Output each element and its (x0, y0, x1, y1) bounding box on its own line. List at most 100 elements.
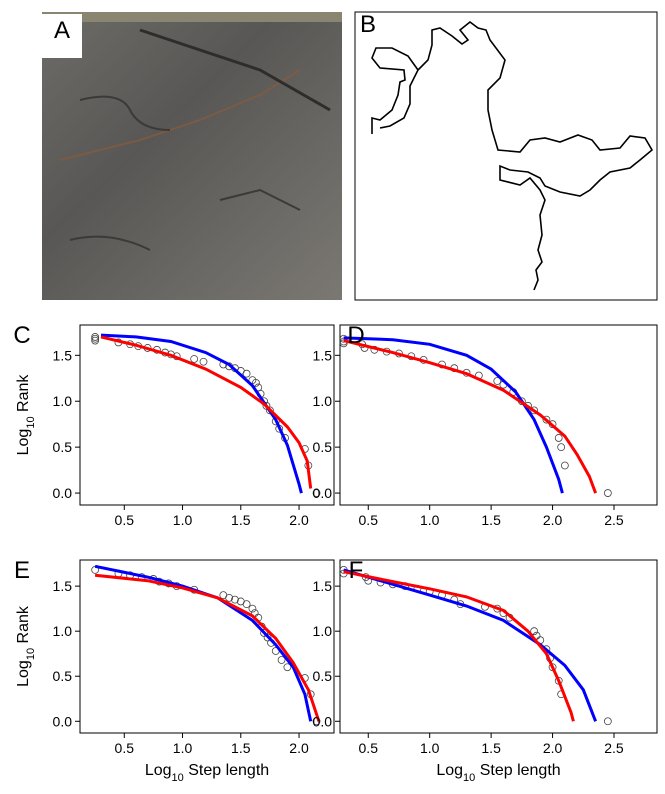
fit-line (94, 573, 321, 722)
x-tick-label: 2.0 (289, 740, 309, 756)
y-tick-label: 0.5 (313, 439, 333, 455)
y-tick-label: 1.0 (313, 623, 333, 639)
data-point (231, 595, 239, 604)
y-tick-label: 1.5 (313, 578, 333, 594)
axis-label-part: Log (436, 762, 463, 779)
data-point (91, 334, 100, 343)
data-point (554, 434, 563, 442)
axis-label-part: 10 (25, 648, 37, 660)
x-tick-label: 1.5 (481, 740, 501, 756)
data-point (312, 489, 321, 497)
panel-label: F (349, 557, 364, 584)
panel-label: C (13, 322, 30, 349)
axis-label-part: Step length (475, 762, 560, 779)
x-tick-label: 1.0 (173, 740, 193, 756)
axis-label-part: 10 (172, 772, 184, 784)
trail-marks (69, 95, 301, 251)
y-tick-label: 0.0 (53, 485, 73, 501)
data-point (493, 377, 502, 385)
fit-line (343, 336, 564, 494)
data-point (277, 656, 286, 664)
panel-label: E (14, 557, 30, 584)
fit-line (343, 570, 575, 722)
data-point (560, 461, 569, 470)
axis-label-part: Rank (15, 605, 32, 648)
axis-label-part: 10 (25, 416, 37, 428)
data-point (557, 443, 566, 452)
data-point (91, 336, 100, 345)
data-point (190, 355, 199, 363)
y-tick-label: 1.5 (53, 347, 73, 363)
axis-label-part: Step length (184, 762, 269, 779)
x-tick-label: 0.5 (115, 740, 135, 756)
data-point (242, 600, 251, 609)
y-tick-label: 0.5 (53, 439, 73, 455)
panel-label-box (42, 14, 82, 58)
axis-label: Log10 Rank (15, 605, 37, 687)
data-point (242, 369, 251, 378)
x-tick-label: 2.0 (289, 512, 309, 528)
fit-line (100, 335, 313, 489)
fit-line (100, 333, 303, 494)
x-tick-label: 2.0 (543, 512, 563, 528)
x-tick-label: 1.5 (481, 512, 501, 528)
axis-label-part: Log (145, 762, 172, 779)
data-point (199, 357, 208, 366)
panel-a: A (42, 12, 342, 300)
data-point (263, 633, 272, 642)
plot-frame (339, 559, 658, 734)
x-tick-label: 1.5 (231, 740, 251, 756)
crack (139, 28, 331, 112)
plot-frame (79, 324, 335, 506)
y-tick-label: 0.0 (53, 713, 73, 729)
fit-line (343, 339, 598, 494)
panel-label: A (54, 17, 70, 44)
data-point (91, 333, 100, 341)
x-tick-label: 2.5 (604, 512, 624, 528)
fit-line (94, 564, 313, 722)
data-point (530, 406, 539, 415)
x-tick-label: 1.5 (231, 512, 251, 528)
y-tick-label: 1.0 (313, 393, 333, 409)
panel-label: B (360, 11, 376, 38)
photo (42, 12, 342, 300)
data-point (530, 627, 539, 636)
x-tick-label: 0.5 (115, 512, 135, 528)
x-tick-label: 2.5 (604, 740, 624, 756)
data-point (266, 406, 274, 415)
data-point (225, 593, 234, 602)
data-point (252, 378, 260, 387)
plot-frame (339, 324, 658, 506)
x-tick-label: 2.0 (543, 740, 563, 756)
y-tick-label: 0.5 (53, 668, 73, 684)
data-point (603, 489, 612, 497)
trail-path (371, 20, 654, 291)
axis-label-part: Log (15, 660, 32, 687)
x-tick-label: 1.0 (420, 512, 440, 528)
data-point (248, 604, 257, 613)
panel-label: D (347, 322, 364, 349)
axis-label: Log10 Rank (15, 374, 37, 456)
crack (59, 69, 301, 161)
axis-label-part: Log (15, 429, 32, 456)
x-tick-label: 1.0 (173, 512, 193, 528)
axis-label-part: 10 (463, 772, 475, 784)
panel-b: B (354, 11, 658, 301)
plot-frame (79, 559, 335, 734)
x-tick-label: 0.5 (359, 740, 379, 756)
data-point (283, 663, 292, 672)
data-point (339, 339, 348, 348)
axis-label-part: Rank (15, 374, 32, 417)
frame (354, 11, 658, 301)
y-tick-label: 1.5 (53, 578, 73, 594)
y-tick-label: 0.0 (313, 485, 333, 501)
y-tick-label: 1.5 (313, 347, 333, 363)
y-tick-label: 0.5 (313, 668, 333, 684)
fit-line (343, 568, 597, 722)
data-point (603, 717, 612, 726)
y-tick-label: 1.0 (53, 623, 73, 639)
axis-label: Log10 Step length (145, 762, 269, 784)
y-tick-label: 0.0 (313, 713, 333, 729)
data-point (542, 415, 551, 424)
